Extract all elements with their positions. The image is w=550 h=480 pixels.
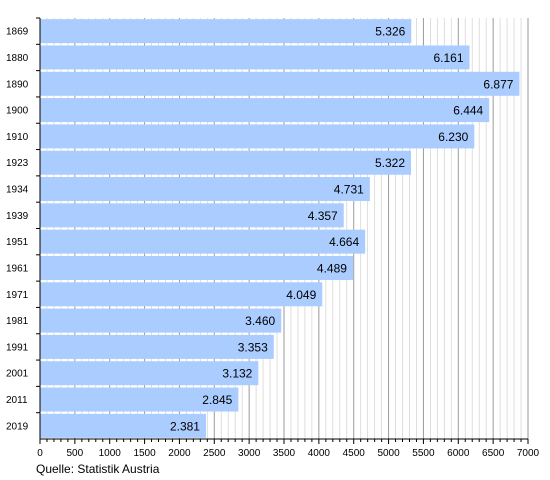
category-label-1951: 1951 <box>6 237 29 248</box>
bar-1923 <box>40 150 412 175</box>
value-label-1951: 4.664 <box>329 235 359 249</box>
x-tick-label-6500: 6500 <box>482 448 505 459</box>
category-label-1890: 1890 <box>6 79 29 90</box>
x-tick-label-2000: 2000 <box>168 448 191 459</box>
x-tick-label-5000: 5000 <box>377 448 400 459</box>
labels: 1869 5.326 1880 6.161 1890 6.877 1900 6.444 1910… <box>6 25 540 459</box>
bar-1900 <box>40 98 490 123</box>
bar-1869 <box>40 19 412 44</box>
bar-1971 <box>40 282 323 307</box>
bar-1981 <box>40 308 282 333</box>
value-label-1890: 6.877 <box>483 77 513 91</box>
bar-2001 <box>40 361 259 386</box>
x-tick-label-500: 500 <box>67 448 84 459</box>
x-tick-label-4000: 4000 <box>308 448 331 459</box>
category-label-1939: 1939 <box>6 211 29 222</box>
bar-1961 <box>40 255 353 280</box>
bar-1951 <box>40 229 366 254</box>
x-tick-label-4500: 4500 <box>343 448 366 459</box>
bar-1934 <box>40 177 370 202</box>
x-tick-label-1000: 1000 <box>99 448 122 459</box>
bars <box>40 19 520 438</box>
x-tick-label-5500: 5500 <box>412 448 435 459</box>
value-label-1869: 5.326 <box>375 25 405 39</box>
category-label-2001: 2001 <box>6 369 29 380</box>
bar-1890 <box>40 71 520 96</box>
value-label-1939: 4.357 <box>308 209 338 223</box>
value-label-1910: 6.230 <box>438 130 468 144</box>
category-label-1934: 1934 <box>6 185 29 196</box>
value-label-1991: 3.353 <box>238 340 268 354</box>
category-label-1961: 1961 <box>6 263 29 274</box>
category-label-1981: 1981 <box>6 316 29 327</box>
category-label-1991: 1991 <box>6 342 29 353</box>
value-label-1880: 6.161 <box>433 51 463 65</box>
bar-2011 <box>40 387 239 412</box>
x-tick-label-1500: 1500 <box>133 448 156 459</box>
bar-1991 <box>40 334 274 359</box>
category-label-1869: 1869 <box>6 27 29 38</box>
bar-1880 <box>40 45 470 70</box>
x-tick-label-2500: 2500 <box>203 448 226 459</box>
x-tick-label-0: 0 <box>37 448 43 459</box>
value-label-1900: 6.444 <box>453 104 483 118</box>
value-label-1961: 4.489 <box>317 261 347 275</box>
value-label-2011: 2.845 <box>202 393 232 407</box>
x-tick-label-6000: 6000 <box>447 448 470 459</box>
category-label-1971: 1971 <box>6 290 29 301</box>
category-label-1900: 1900 <box>6 106 29 117</box>
category-label-2019: 2019 <box>6 421 29 432</box>
bar-1939 <box>40 203 344 228</box>
x-tick-label-3500: 3500 <box>273 448 296 459</box>
bar-2019 <box>40 413 206 438</box>
value-label-1923: 5.322 <box>375 156 405 170</box>
bar-1910 <box>40 124 475 149</box>
axes <box>36 17 529 444</box>
x-tick-label-7000: 7000 <box>517 448 540 459</box>
category-label-2011: 2011 <box>6 395 28 406</box>
x-tick-label-3000: 3000 <box>238 448 261 459</box>
value-label-2019: 2.381 <box>170 419 200 433</box>
category-label-1923: 1923 <box>6 158 29 169</box>
category-label-1910: 1910 <box>6 132 29 143</box>
category-label-1880: 1880 <box>6 53 29 64</box>
value-label-1934: 4.731 <box>334 183 364 197</box>
source-note: Quelle: Statistik Austria <box>36 462 160 476</box>
value-label-1971: 4.049 <box>286 288 316 302</box>
value-label-2001: 3.132 <box>222 367 252 381</box>
value-label-1981: 3.460 <box>245 314 275 328</box>
